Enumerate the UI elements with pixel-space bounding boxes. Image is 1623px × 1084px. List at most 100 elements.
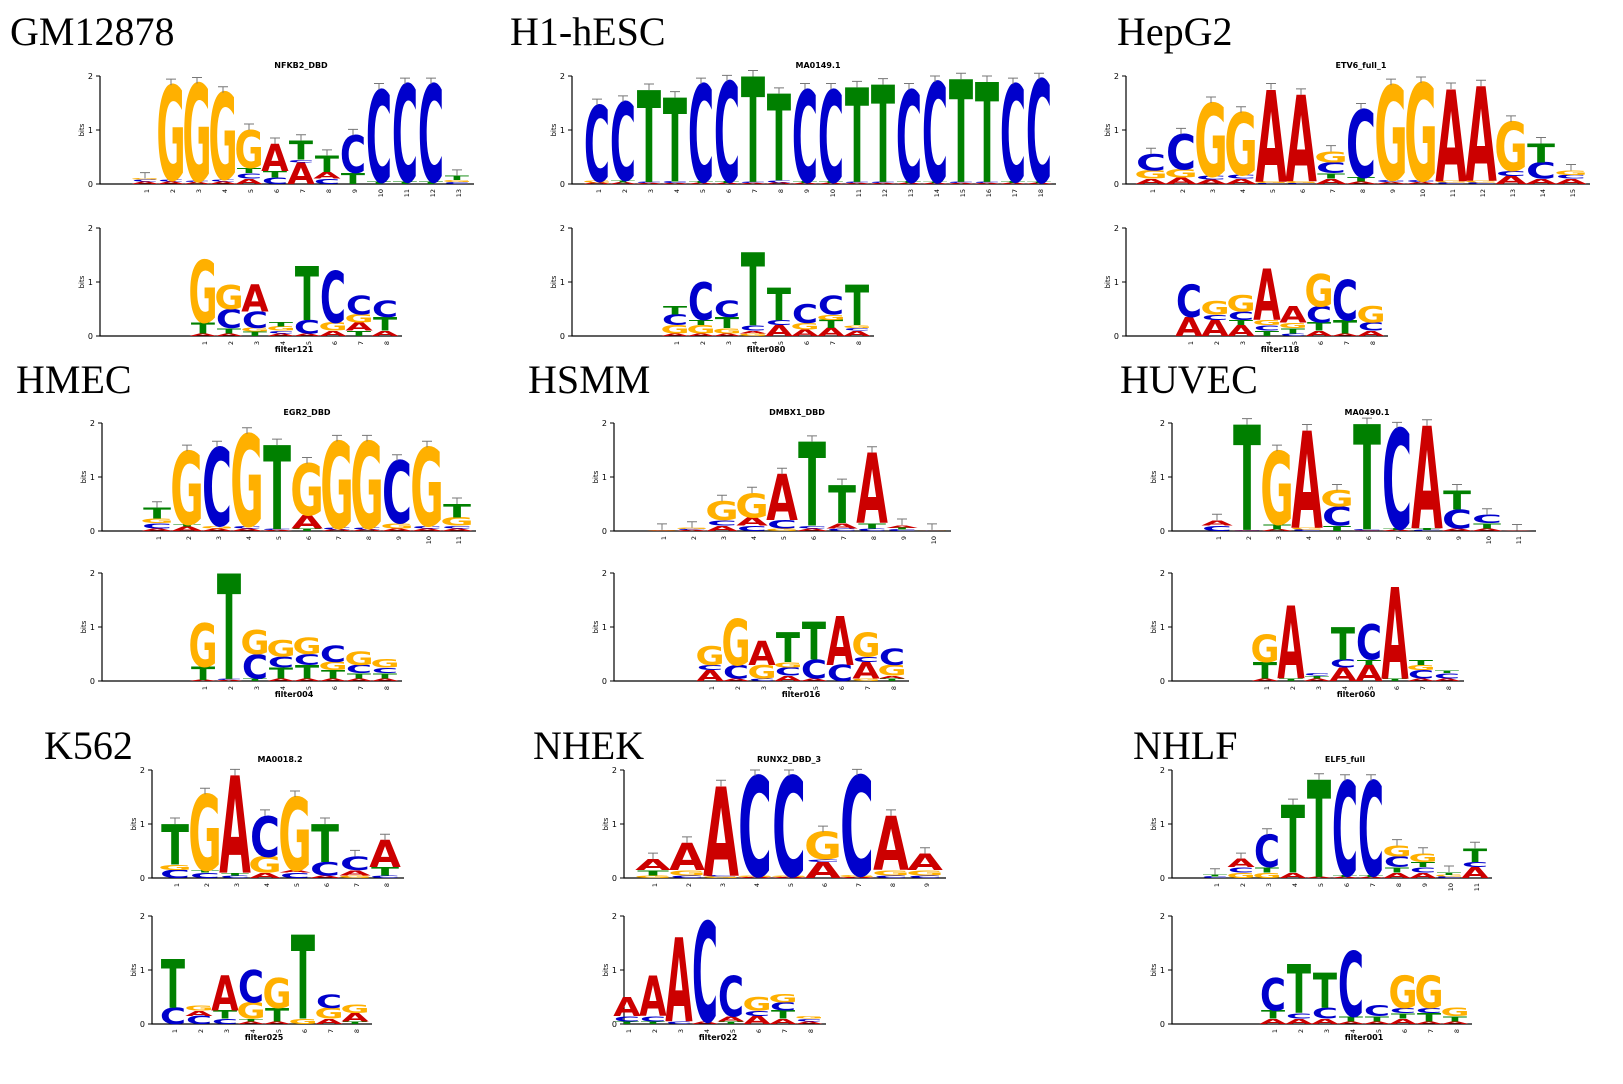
logo-letter-g: G bbox=[1404, 57, 1438, 213]
y-tick-label: 0 bbox=[1160, 527, 1165, 536]
logo-letter-c: C bbox=[714, 297, 740, 323]
logo-letter-a: A bbox=[826, 602, 854, 681]
logo-letter-a: A bbox=[895, 183, 923, 185]
logo-letter-g: G bbox=[851, 627, 880, 666]
error-bar bbox=[1446, 82, 1456, 89]
y-tick-label: 0 bbox=[1114, 180, 1119, 189]
logo-letter-t: T bbox=[1385, 866, 1410, 875]
logo-letter-g: G bbox=[768, 993, 797, 1006]
error-bar bbox=[682, 836, 692, 843]
logo-letter-t: T bbox=[367, 181, 392, 185]
logo-letter-g: G bbox=[686, 324, 715, 337]
logo-letter-a: A bbox=[1461, 865, 1488, 882]
logo-letter-g: G bbox=[230, 410, 264, 557]
logo-letter-t: T bbox=[1331, 620, 1356, 671]
logo-letter-a: A bbox=[795, 1021, 823, 1025]
logo-title: NFKB2_DBD bbox=[274, 61, 328, 70]
logo-letter-g: G bbox=[214, 279, 243, 318]
logo-letter-a: A bbox=[1201, 316, 1229, 342]
logo-letter-a: A bbox=[1375, 181, 1407, 184]
logo-letter-g: G bbox=[240, 624, 269, 663]
logo-letter-c: C bbox=[1406, 180, 1436, 183]
position-label: 6 bbox=[810, 536, 818, 540]
y-tick-label: 2 bbox=[90, 569, 95, 578]
error-bar bbox=[1470, 841, 1480, 849]
logo-letter-t: T bbox=[143, 505, 171, 522]
y-axis-label: bits bbox=[78, 123, 86, 136]
logo-letter-c: C bbox=[242, 308, 268, 334]
logo-letter-a: A bbox=[1305, 329, 1333, 338]
y-tick-label: 0 bbox=[140, 1020, 145, 1029]
y-axis-label: bits bbox=[592, 470, 600, 483]
logo-letter-c: C bbox=[806, 858, 840, 862]
logo-letter-c: C bbox=[704, 875, 738, 877]
y-axis-label: bits bbox=[1150, 620, 1158, 633]
logo-letter-a: A bbox=[381, 528, 413, 532]
logo-letter-a: A bbox=[722, 678, 750, 682]
y-tick-label: 1 bbox=[90, 473, 95, 482]
logo-letter-a: A bbox=[1355, 661, 1383, 687]
logo-letter-g: G bbox=[1356, 302, 1385, 328]
y-tick-label: 0 bbox=[88, 332, 93, 341]
error-bar bbox=[852, 80, 862, 88]
position-label: 5 bbox=[305, 341, 313, 345]
y-axis-label: bits bbox=[130, 817, 138, 830]
y-axis-label: bits bbox=[78, 275, 86, 288]
position-label: 5 bbox=[787, 883, 795, 887]
logo-letter-g: G bbox=[695, 641, 724, 671]
logo-letter-a: A bbox=[1345, 181, 1377, 185]
logo-letter-a: A bbox=[279, 869, 311, 873]
position-label: 15 bbox=[1569, 189, 1577, 197]
logo-letter-a: A bbox=[1303, 678, 1331, 682]
logo-letter-c: C bbox=[740, 324, 766, 333]
position-label: 2 bbox=[1297, 1029, 1305, 1033]
logo-letter-a: A bbox=[1441, 528, 1473, 532]
logo-letter-t: T bbox=[1437, 871, 1462, 875]
logo-letter-g: G bbox=[318, 321, 347, 334]
logo-letter-c: C bbox=[744, 1009, 770, 1018]
error-bar bbox=[716, 779, 726, 787]
logo-letter-a: A bbox=[1195, 179, 1227, 186]
logo-letter-a: A bbox=[817, 326, 845, 339]
logo-letter-a: A bbox=[313, 171, 340, 181]
position-label: 6 bbox=[273, 189, 281, 193]
logo-letter-a: A bbox=[369, 834, 401, 877]
y-tick-label: 0 bbox=[90, 677, 95, 686]
position-label: 4 bbox=[245, 536, 253, 540]
error-bar bbox=[1332, 484, 1342, 491]
logo-letter-t: T bbox=[715, 181, 739, 184]
bottom-sequence-logo: 012bitsfilter001ATC1ACT2ACT3ATC4ATC5ATCG… bbox=[1150, 912, 1472, 1042]
logo-letter-g: G bbox=[1278, 321, 1307, 330]
logo-letter-a: A bbox=[1329, 664, 1357, 686]
logo-letter-t: T bbox=[1413, 528, 1441, 531]
logo-letter-c: C bbox=[316, 991, 342, 1013]
logo-letter-t: T bbox=[237, 167, 262, 176]
error-bar bbox=[348, 128, 358, 136]
y-tick-label: 2 bbox=[612, 912, 617, 921]
logo-letter-c: C bbox=[212, 1017, 238, 1026]
position-label: 2 bbox=[185, 536, 193, 540]
position-label: 3 bbox=[1323, 1029, 1331, 1033]
logo-letter-c: C bbox=[1364, 1003, 1390, 1020]
position-label: 6 bbox=[838, 686, 846, 690]
logo-letter-t: T bbox=[858, 521, 886, 530]
error-bar bbox=[1362, 417, 1372, 425]
position-label: 8 bbox=[1369, 341, 1377, 345]
position-label: 7 bbox=[829, 341, 837, 345]
position-label: 17 bbox=[1011, 189, 1019, 197]
logo-letter-c: C bbox=[1436, 876, 1462, 879]
error-bar bbox=[192, 77, 202, 84]
logo-letter-a: A bbox=[873, 802, 909, 888]
position-label: 6 bbox=[323, 883, 331, 887]
logo-letter-g: G bbox=[582, 180, 611, 183]
position-label: 10 bbox=[1485, 536, 1493, 544]
logo-letter-t: T bbox=[1281, 327, 1306, 336]
y-axis-label: bits bbox=[592, 620, 600, 633]
logo-letter-a: A bbox=[171, 526, 203, 533]
position-label: 7 bbox=[840, 536, 848, 540]
error-bar bbox=[1452, 484, 1462, 491]
error-bar bbox=[696, 77, 706, 85]
error-bar bbox=[1422, 419, 1432, 426]
logo-letter-a: A bbox=[215, 333, 243, 337]
logo-letter-a: A bbox=[345, 678, 373, 682]
